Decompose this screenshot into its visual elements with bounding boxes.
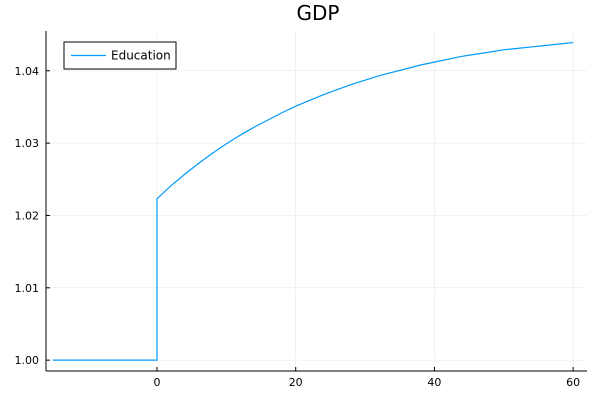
x-tick-label-0: 0 bbox=[153, 376, 160, 389]
y-tick-label-4: 1.04 bbox=[15, 65, 40, 78]
x-tick-label-3: 60 bbox=[566, 376, 580, 389]
y-tick-label-2: 1.02 bbox=[15, 209, 40, 222]
chart-title: GDP bbox=[297, 1, 340, 25]
y-tick-label-0: 1.00 bbox=[15, 354, 40, 367]
y-tick-label-3: 1.03 bbox=[15, 137, 40, 150]
x-tick-label-2: 40 bbox=[427, 376, 441, 389]
tick-labels: 0 20 40 60 1.00 1.01 1.02 1.03 1.04 bbox=[15, 65, 581, 389]
legend: Education bbox=[63, 41, 177, 70]
y-tick-label-1: 1.01 bbox=[15, 282, 40, 295]
series-lines bbox=[52, 41, 574, 361]
x-tick-label-1: 20 bbox=[289, 376, 303, 389]
axes bbox=[45, 31, 587, 372]
grid bbox=[46, 31, 587, 371]
series-line-0 bbox=[52, 41, 574, 361]
legend-label-0: Education bbox=[111, 49, 171, 63]
